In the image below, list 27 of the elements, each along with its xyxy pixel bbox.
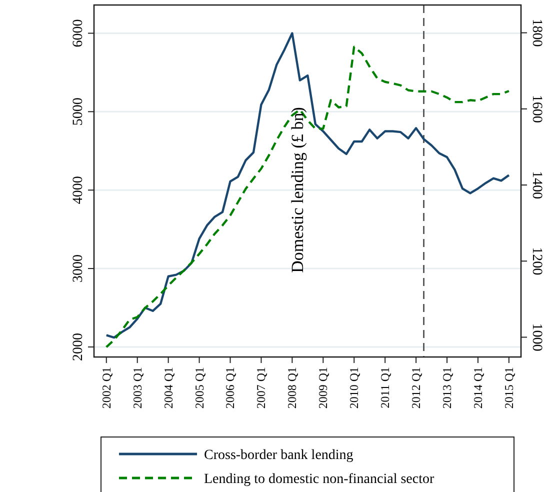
y2-tick-label: 1600: [529, 94, 544, 123]
x-tick-label: 2011 Q1: [378, 367, 392, 408]
x-tick-label: 2012 Q1: [409, 367, 424, 409]
annotation: Domestic lending (£ bn): [288, 107, 307, 273]
y2-tick-label: 1200: [529, 247, 544, 276]
legend-label: Cross-border bank lending: [204, 448, 354, 463]
y-tick-label: 4000: [71, 176, 86, 204]
x-tick-label: 2013 Q1: [440, 367, 454, 409]
x-tick-label: 2009 Q1: [316, 367, 330, 409]
y-tick-label: 6000: [71, 19, 86, 48]
x-tick-label: 2006 Q1: [223, 367, 238, 409]
x-tick-label: 2008 Q1: [285, 367, 300, 409]
x-tick-label: 2002 Q1: [99, 367, 114, 409]
y-tick-label: 3000: [71, 254, 86, 283]
x-tick-label: 2014 Q1: [470, 367, 485, 409]
x-tick-label: 2015 Q1: [502, 367, 516, 409]
x-tick-label: 2003 Q1: [130, 367, 144, 409]
y-tick-label: 5000: [71, 98, 86, 126]
x-tick-label: 2005 Q1: [192, 367, 206, 409]
x-tick-label: 2004 Q1: [161, 367, 176, 409]
y2-tick-label: 1800: [529, 18, 544, 47]
y2-tick-label: 1400: [529, 170, 544, 199]
x-tick-label: 2010 Q1: [347, 367, 362, 409]
x-tick-label: 2007 Q1: [254, 367, 268, 409]
y2-tick-label: 1000: [529, 323, 544, 352]
legend-label: Lending to domestic non-financial sector: [204, 472, 434, 487]
y-tick-label: 2000: [71, 332, 86, 361]
